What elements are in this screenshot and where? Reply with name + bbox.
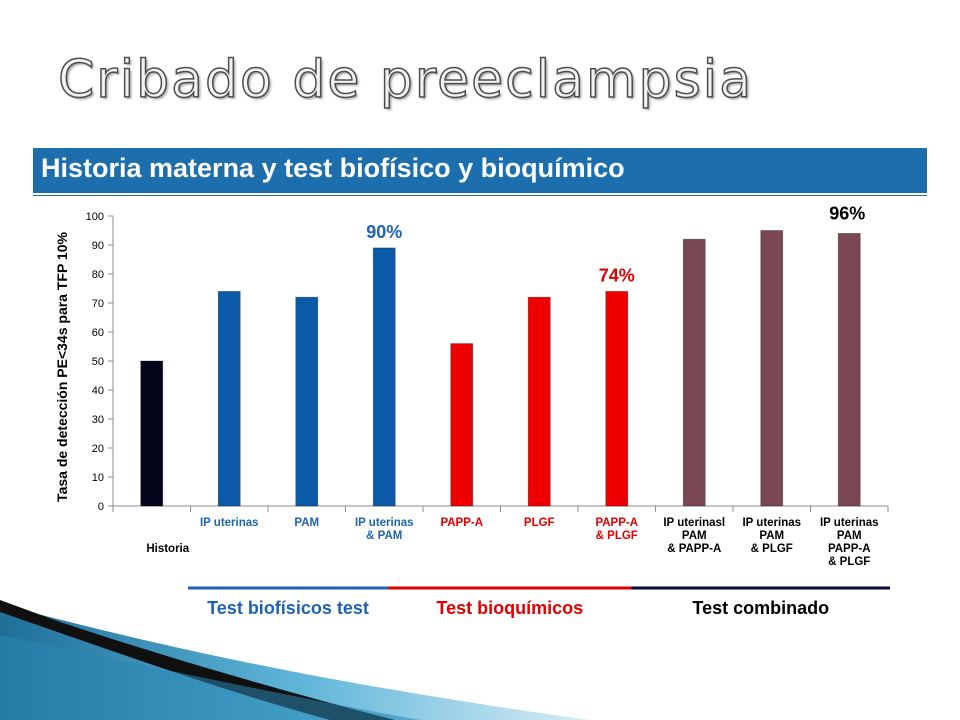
slide-title: Cribado de preeclampsia	[57, 49, 754, 111]
y-tick-label: 60	[92, 327, 104, 339]
bar-5	[450, 343, 474, 507]
y-tick-label: 0	[98, 501, 104, 513]
x-category-label: IP uterinas PAM PAPP-A & PLGF	[820, 517, 879, 568]
y-tick-label: 90	[92, 240, 104, 252]
group-label: Test combinado	[692, 598, 829, 618]
y-tick-label: 80	[92, 269, 104, 281]
x-category-label: IP uterinas PAM & PLGF	[742, 517, 801, 555]
x-category-label: IP uterinasl PAM & PAPP-A	[663, 517, 725, 555]
chart-groups: Test biofísicos test Test bioquímicos Test…	[188, 586, 890, 618]
x-category-label: IP uterinas	[200, 517, 259, 529]
bar-9	[760, 230, 784, 507]
chart-axes: 0 10 20 30 40 50 60 70 80 90 100 Tasa de detección …	[54, 211, 889, 513]
y-tick-label: 20	[92, 443, 104, 455]
banner-title: Historia materna y test biofísico y bioq…	[41, 153, 625, 183]
bar-1	[140, 360, 164, 507]
y-tick-label: 40	[92, 385, 104, 397]
bar-3	[295, 296, 319, 507]
bar-10	[837, 232, 861, 507]
x-category-label: IP uterinas & PAM	[355, 517, 414, 542]
group-label: Test bioquímicos	[436, 598, 583, 618]
bar-4	[372, 247, 396, 507]
chart-bars	[140, 230, 861, 507]
y-axis-label: Tasa de detección PE<34s para TFP 10%	[54, 232, 70, 502]
y-tick-label: 100	[86, 211, 104, 223]
value-annotation: 90%	[366, 222, 402, 242]
bar-8	[682, 238, 706, 507]
y-tick-label: 50	[92, 356, 104, 368]
x-category-label: Historia	[146, 543, 189, 555]
value-annotation: 96%	[829, 203, 865, 223]
y-tick-label: 70	[92, 298, 104, 310]
x-category-label: PAPP-A	[440, 517, 483, 529]
y-tick-label: 10	[92, 472, 104, 484]
header-banner: Historia materna y test biofísico y bioq…	[33, 148, 927, 195]
x-category-label: PLGF	[524, 517, 555, 529]
x-category-label: PAPP-A & PLGF	[595, 517, 638, 542]
bar-7	[605, 290, 629, 507]
bar-6	[527, 296, 551, 507]
bar-2	[217, 290, 241, 507]
value-annotation: 74%	[599, 265, 635, 285]
chart-labels: Historia IP uterinas PAM IP uterinas & PAM PA…	[146, 203, 878, 568]
x-category-label: PAM	[294, 517, 319, 529]
y-tick-label: 30	[92, 414, 104, 426]
group-label: Test biofísicos test	[207, 598, 369, 618]
